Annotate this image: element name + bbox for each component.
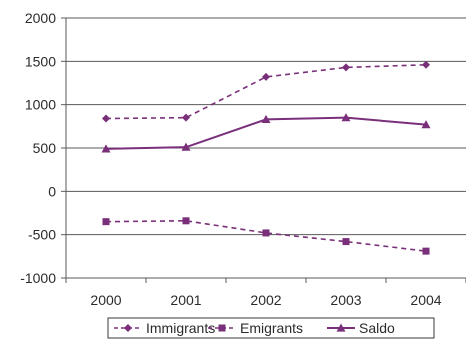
saldo-point [101, 144, 111, 153]
legend-box [107, 317, 435, 339]
y-tick-label: 500 [33, 140, 57, 156]
legend-immigrants-label: Immigrants [146, 320, 215, 336]
emigrants-point [262, 229, 270, 237]
legend-emigrants-marker [218, 324, 226, 332]
saldo-point [341, 113, 351, 122]
emigrants-point [342, 238, 350, 246]
y-tick-labels: 2000 1500 1000 500 0 -500 -1000 [20, 10, 56, 286]
legend-immigrants-marker [124, 324, 132, 332]
legend-saldo-label: Saldo [359, 320, 395, 336]
axes [61, 17, 466, 283]
y-tick-label: 2000 [25, 10, 56, 26]
emigrants-point [422, 247, 430, 255]
immigrants-point [342, 63, 350, 72]
legend: Immigrants Emigrants Saldo [107, 317, 435, 339]
emigrants-point [182, 217, 190, 225]
immigrants-point [422, 60, 430, 69]
y-tick-label: 1500 [25, 53, 56, 69]
saldo-point [261, 114, 271, 123]
x-tick-label: 2004 [410, 292, 441, 308]
y-tick-label: 0 [48, 183, 56, 199]
x-tick-label: 2003 [330, 292, 361, 308]
y-tick-label: -500 [28, 227, 56, 243]
saldo-point [421, 120, 431, 129]
immigrants-line [105, 64, 427, 120]
x-tick-label: 2002 [250, 292, 281, 308]
immigrants-point [102, 114, 110, 123]
legend-saldo-marker [336, 323, 346, 332]
x-tick-label: 2000 [90, 292, 121, 308]
immigrants-point [182, 113, 190, 122]
y-tick-label: 1000 [25, 97, 56, 113]
series-lines [101, 60, 431, 255]
x-tick-labels: 2000 2001 2002 2003 2004 [90, 292, 441, 308]
y-tick-label: -1000 [20, 270, 56, 286]
legend-emigrants-label: Emigrants [240, 320, 303, 336]
emigrants-point [102, 218, 110, 226]
saldo-point [181, 142, 191, 151]
immigrants-point [262, 72, 270, 81]
x-tick-label: 2001 [170, 292, 201, 308]
